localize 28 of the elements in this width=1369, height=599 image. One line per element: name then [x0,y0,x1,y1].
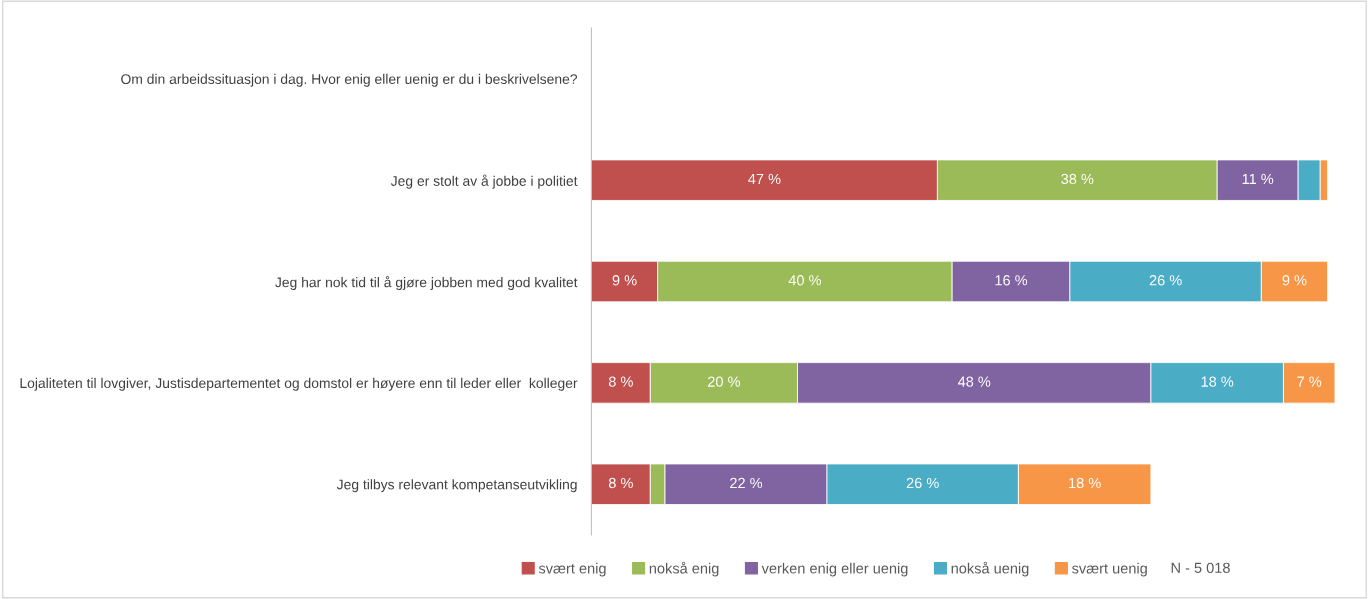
data-label: 48 % [957,376,991,387]
y-tick-label: Om din arbeidssituasjon i dag. Hvor enig eller uenig er du i beskrivelsene? [121,73,578,87]
data-label: 47 % [748,173,781,185]
data-label: 7 % [1297,376,1322,387]
data-label: 22 % [730,477,763,489]
data-label: 18 % [1201,376,1234,387]
y-tick-label: Jeg er stolt av å jobbe i politiet [390,174,578,189]
y-tick-label: Jeg har nok tid til å gjøre jobben med god kvalitet [275,275,578,291]
data-label: 18 % [1069,477,1101,489]
data-label: 26 % [1149,275,1182,286]
legend-label: verken enig eller uenig [761,562,908,577]
legend-label: nokså uenig [951,561,1029,577]
legend-label: svært uenig [1072,562,1147,577]
data-label: 16 % [995,275,1028,286]
data-label: 20 % [708,376,741,387]
data-label: 9 % [612,275,637,286]
data-label: 8 % [608,477,633,489]
text: N - 5 018 [1171,562,1230,573]
data-label: 8 % [608,376,633,387]
y-tick-label: Jeg tilbys relevant kompetanseutvikling [336,479,577,493]
data-label: 40 % [788,275,822,286]
y-tick-label: Lojaliteten til lovgiver, Justisdepartementet og domstol er høyere enn til leder eller kolleger [20,377,578,391]
data-label: 11 % [1242,173,1274,185]
legend-label: svært enig [538,562,606,577]
data-label: 38 % [1061,173,1094,185]
legend-label: nokså enig [649,561,719,577]
data-label: 9 % [1282,275,1307,286]
data-label: 26 % [906,477,939,489]
